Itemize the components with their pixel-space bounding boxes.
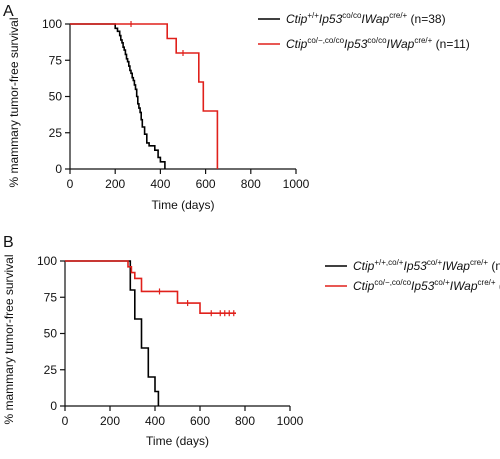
legend-label: Ctip+/+Ip53co/coIWapcre/+ (n=38): [286, 11, 446, 26]
y-tick-label: 25: [44, 363, 58, 377]
y-tick-label: 25: [49, 126, 63, 140]
survival-curve-series-1: [70, 23, 166, 169]
survival-curve-series-1: [65, 260, 160, 406]
x-tick-label: 200: [105, 177, 125, 191]
x-tick-label: 800: [235, 414, 255, 428]
x-tick-label: 600: [190, 414, 210, 428]
y-tick-label: 100: [42, 17, 62, 31]
x-tick-label: 1000: [283, 177, 310, 191]
x-tick-label: 0: [62, 414, 69, 428]
y-tick-label: 0: [55, 162, 62, 176]
x-axis-title: Time (days): [152, 198, 215, 212]
y-tick-label: 100: [37, 254, 57, 268]
panel-letter-a: A: [3, 3, 14, 20]
x-tick-label: 0: [67, 177, 74, 191]
legend-label: Ctipco/−,co/coIp53co/coIWapcre/+ (n=11): [286, 36, 470, 51]
y-tick-label: 75: [44, 290, 58, 304]
y-tick-label: 50: [49, 90, 63, 104]
y-tick-label: 75: [49, 53, 63, 67]
y-tick-label: 50: [44, 327, 58, 341]
x-tick-label: 1000: [277, 414, 304, 428]
panel-letter-b: B: [3, 234, 14, 251]
x-tick-label: 400: [150, 177, 170, 191]
x-tick-label: 800: [241, 177, 261, 191]
y-axis-title: % mammary tumor-free survival: [2, 254, 16, 424]
x-tick-label: 600: [196, 177, 216, 191]
legend-label: Ctipco/−,co/coIp53co/+IWapcre/+ (n=24): [353, 278, 500, 293]
legend-label: Ctip+/+,co/+Ip53co/+IWapcre/+ (n=10): [353, 258, 500, 273]
y-axis-title: % mammary tumor-free survival: [7, 17, 21, 187]
x-tick-label: 200: [100, 414, 120, 428]
x-axis-title: Time (days): [146, 434, 209, 448]
survival-curve-series-2: [70, 23, 219, 169]
x-tick-label: 400: [145, 414, 165, 428]
y-tick-label: 0: [50, 399, 57, 413]
survival-curve-series-2: [65, 260, 236, 314]
